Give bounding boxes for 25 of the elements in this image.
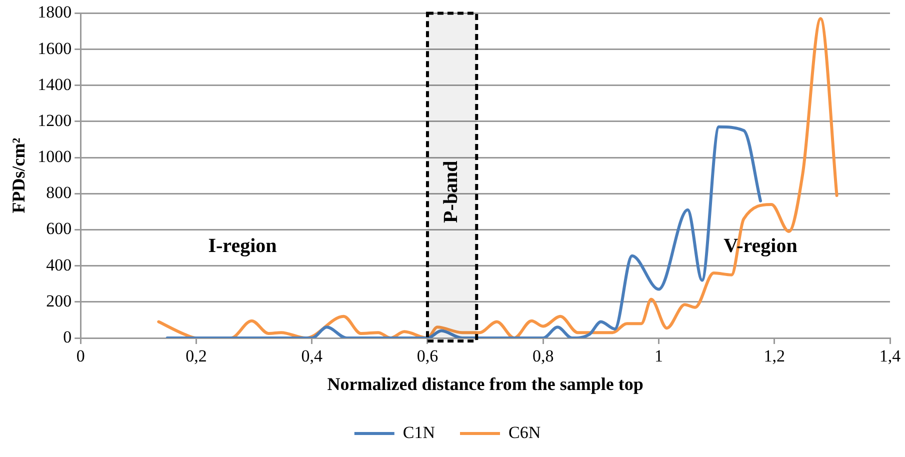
x-tick-label: 0,6 [416,346,438,366]
y-tick-label: 400 [46,255,72,274]
band-label: P-band [440,160,462,223]
y-tick-label: 1600 [38,38,72,58]
y-tick-label: 1800 [38,2,72,22]
y-tick-label: 1400 [38,74,72,94]
x-tick-label: 0,2 [186,346,207,366]
x-tick-label: 1,2 [764,346,785,366]
y-tick-label: 600 [46,219,72,238]
annotation: I-region [208,235,277,258]
y-axis-title: FPDs/cm² [8,138,28,214]
x-tick-label: 1,4 [879,346,902,366]
x-tick-label: 0,8 [532,346,554,366]
x-axis-title: Normalized distance from the sample top [327,374,644,394]
y-tick-label: 1200 [38,110,72,130]
line-series [157,17,838,338]
x-tick-label: 0,4 [301,346,323,366]
x-tick-label: 0 [76,346,85,366]
legend-label: C6N [508,422,541,442]
y-tick-label: 1000 [38,147,72,166]
x-tick-label: 1 [654,346,663,366]
legend-label: C1N [402,422,436,442]
y-tick-label: 0 [63,327,72,346]
y-tick-label: 800 [46,183,72,202]
y-tick-label: 200 [46,291,72,310]
